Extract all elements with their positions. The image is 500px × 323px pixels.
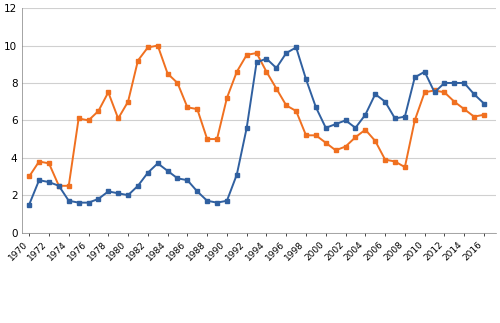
Sweden — [96, 197, 102, 201]
Sweden — [184, 178, 190, 182]
Sweden — [283, 51, 289, 55]
Sweden — [293, 46, 299, 49]
Denmark — [323, 141, 329, 145]
Denmark — [254, 51, 260, 55]
Sweden — [412, 75, 418, 79]
Denmark — [392, 160, 398, 163]
Denmark — [164, 72, 170, 76]
Sweden — [115, 191, 121, 195]
Sweden — [422, 70, 428, 74]
Sweden — [313, 105, 319, 109]
Denmark — [26, 174, 32, 178]
Sweden — [145, 171, 151, 175]
Sweden — [244, 126, 250, 130]
Sweden — [66, 199, 71, 203]
Sweden — [342, 119, 348, 122]
Denmark — [86, 119, 91, 122]
Denmark — [66, 184, 71, 188]
Sweden — [135, 184, 141, 188]
Sweden — [402, 115, 408, 119]
Sweden — [392, 117, 398, 120]
Sweden — [204, 199, 210, 203]
Denmark — [481, 113, 487, 117]
Denmark — [135, 58, 141, 62]
Denmark — [224, 96, 230, 100]
Denmark — [283, 103, 289, 107]
Denmark — [154, 44, 160, 47]
Sweden — [174, 176, 180, 180]
Denmark — [264, 70, 270, 74]
Denmark — [362, 128, 368, 132]
Line: Denmark: Denmark — [27, 43, 486, 188]
Sweden — [382, 100, 388, 104]
Line: Sweden: Sweden — [27, 45, 486, 207]
Sweden — [36, 178, 42, 182]
Sweden — [76, 201, 82, 204]
Denmark — [412, 119, 418, 122]
Denmark — [96, 109, 102, 113]
Denmark — [36, 160, 42, 163]
Denmark — [56, 184, 62, 188]
Sweden — [452, 81, 458, 85]
Denmark — [372, 139, 378, 143]
Denmark — [293, 109, 299, 113]
Denmark — [432, 89, 438, 92]
Sweden — [264, 57, 270, 61]
Denmark — [461, 107, 467, 111]
Sweden — [362, 113, 368, 117]
Denmark — [452, 100, 458, 104]
Sweden — [154, 162, 160, 165]
Sweden — [254, 60, 260, 64]
Sweden — [332, 122, 338, 126]
Denmark — [471, 115, 477, 119]
Sweden — [323, 126, 329, 130]
Denmark — [46, 162, 52, 165]
Denmark — [174, 81, 180, 85]
Denmark — [332, 148, 338, 152]
Denmark — [214, 137, 220, 141]
Sweden — [274, 66, 280, 70]
Denmark — [106, 90, 112, 94]
Denmark — [402, 165, 408, 169]
Denmark — [145, 46, 151, 49]
Denmark — [274, 87, 280, 90]
Denmark — [184, 105, 190, 109]
Denmark — [115, 117, 121, 120]
Denmark — [313, 133, 319, 137]
Sweden — [106, 190, 112, 193]
Sweden — [234, 173, 240, 177]
Denmark — [204, 137, 210, 141]
Denmark — [125, 100, 131, 104]
Denmark — [442, 90, 448, 94]
Denmark — [234, 70, 240, 74]
Denmark — [342, 145, 348, 149]
Sweden — [46, 180, 52, 184]
Sweden — [125, 193, 131, 197]
Sweden — [214, 201, 220, 204]
Denmark — [194, 107, 200, 111]
Sweden — [432, 90, 438, 94]
Denmark — [382, 158, 388, 162]
Sweden — [442, 81, 448, 85]
Sweden — [224, 199, 230, 203]
Denmark — [422, 90, 428, 94]
Sweden — [303, 77, 309, 81]
Denmark — [352, 135, 358, 139]
Sweden — [461, 81, 467, 85]
Denmark — [76, 117, 82, 120]
Sweden — [372, 92, 378, 96]
Sweden — [86, 201, 91, 204]
Denmark — [303, 133, 309, 137]
Sweden — [352, 126, 358, 130]
Sweden — [164, 169, 170, 173]
Denmark — [244, 53, 250, 57]
Sweden — [471, 92, 477, 96]
Sweden — [194, 190, 200, 193]
Sweden — [56, 184, 62, 188]
Sweden — [481, 102, 487, 106]
Sweden — [26, 203, 32, 206]
